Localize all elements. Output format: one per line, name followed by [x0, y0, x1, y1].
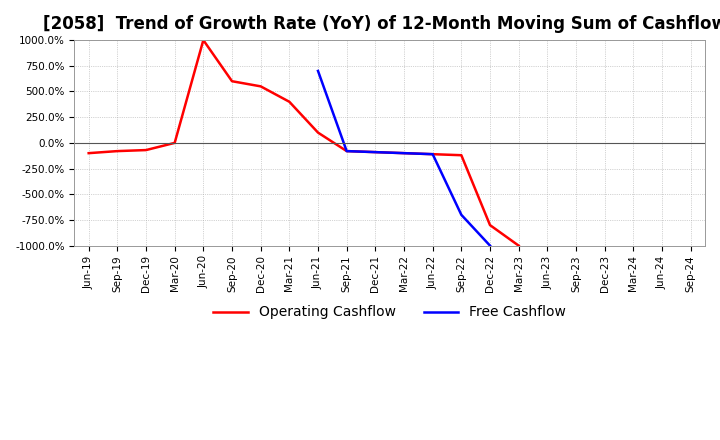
- Operating Cashflow: [400, 150, 408, 156]
- Operating Cashflow: [199, 37, 207, 43]
- Free Cashflow: [428, 151, 437, 157]
- Line: Operating Cashflow: Operating Cashflow: [89, 40, 518, 246]
- Operating Cashflow: [428, 151, 437, 157]
- Operating Cashflow: [371, 150, 379, 155]
- Operating Cashflow: [142, 147, 150, 153]
- Operating Cashflow: [486, 223, 495, 228]
- Free Cashflow: [400, 150, 408, 156]
- Operating Cashflow: [228, 79, 236, 84]
- Operating Cashflow: [314, 130, 323, 135]
- Operating Cashflow: [171, 140, 179, 146]
- Free Cashflow: [457, 212, 466, 217]
- Operating Cashflow: [457, 153, 466, 158]
- Free Cashflow: [342, 148, 351, 154]
- Operating Cashflow: [256, 84, 265, 89]
- Title: [2058]  Trend of Growth Rate (YoY) of 12-Month Moving Sum of Cashflows: [2058] Trend of Growth Rate (YoY) of 12-…: [42, 15, 720, 33]
- Legend: Operating Cashflow, Free Cashflow: Operating Cashflow, Free Cashflow: [207, 300, 572, 325]
- Operating Cashflow: [113, 148, 122, 154]
- Free Cashflow: [371, 150, 379, 155]
- Operating Cashflow: [514, 243, 523, 248]
- Line: Free Cashflow: Free Cashflow: [318, 71, 490, 246]
- Operating Cashflow: [342, 148, 351, 154]
- Free Cashflow: [486, 243, 495, 248]
- Operating Cashflow: [84, 150, 93, 156]
- Free Cashflow: [314, 68, 323, 73]
- Operating Cashflow: [285, 99, 294, 104]
